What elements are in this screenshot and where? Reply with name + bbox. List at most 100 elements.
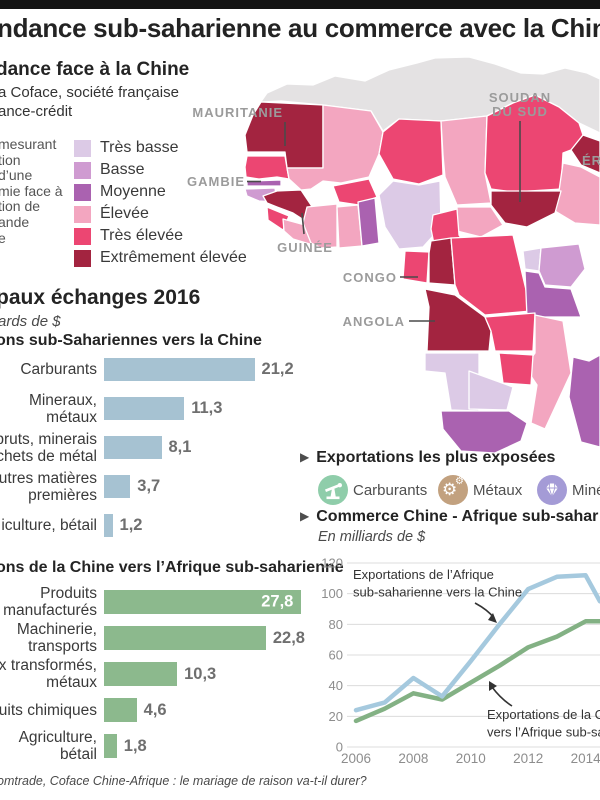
exposed-item-label: Carburants bbox=[353, 482, 428, 499]
legend-item-label: Élevée bbox=[100, 205, 149, 222]
bar-value-label: 8,1 bbox=[168, 438, 192, 456]
map-region-angola bbox=[424, 288, 492, 352]
map-region-zimbabwe bbox=[498, 352, 534, 386]
gear-glyph-small: ⚙ bbox=[455, 476, 464, 487]
triangle-bullet-icon: ▶ bbox=[300, 450, 310, 464]
bar bbox=[104, 358, 255, 381]
bar-category-label: Produits manufacturés bbox=[0, 585, 97, 619]
exchanges-unit: ards de $ bbox=[0, 313, 61, 330]
bar-value-label: 21,2 bbox=[261, 360, 294, 378]
bar-category-label: x transformés, métaux bbox=[0, 657, 97, 691]
legend-item: Très élevée bbox=[74, 225, 247, 247]
page-title: ndance sub-saharienne au commerce avec l… bbox=[0, 13, 600, 43]
bar bbox=[104, 436, 162, 459]
bar-value-label: 1,8 bbox=[123, 736, 147, 755]
bar-row: x transformés, métaux 10,3 bbox=[0, 656, 320, 692]
bar-category-label: Carburants bbox=[0, 361, 97, 378]
bar-category-label: iculture, bétail bbox=[0, 517, 97, 534]
bar-label-line: métaux bbox=[46, 674, 97, 691]
bar bbox=[104, 734, 117, 758]
legend-item: Élevée bbox=[74, 203, 247, 225]
annotation-arrowhead bbox=[489, 681, 497, 691]
bar-value-label: 27,8 bbox=[261, 592, 294, 611]
map-region-liberia bbox=[282, 218, 314, 246]
map-region-uganda bbox=[522, 247, 542, 272]
bar-row: Mineraux, métaux 11,3 bbox=[0, 389, 320, 428]
dependence-description: mesurant tion d’une mie face à tion de ande e bbox=[0, 136, 63, 246]
bar-value-label: 1,2 bbox=[119, 516, 143, 534]
exports-from-china-chart: Produits manufacturés 27,8 Machinerie, trans… bbox=[0, 584, 320, 764]
legend-item-label: Basse bbox=[100, 161, 145, 178]
trade-chart-heading-text: Commerce Chine - Afrique sub-sahar bbox=[316, 508, 599, 525]
map-region-madagascar bbox=[568, 354, 600, 448]
map-region-congo-rep bbox=[428, 237, 456, 286]
bar: 27,8 bbox=[104, 590, 302, 614]
top-black-bar bbox=[0, 0, 600, 9]
annotation-green-series: Exportations de la C bbox=[487, 707, 600, 722]
legend-color-swatch bbox=[74, 183, 91, 201]
map-country-label: MAURITANIE bbox=[192, 105, 283, 120]
dependence-source-line2: ance-crédit bbox=[0, 103, 73, 120]
bar-label-line: bétail bbox=[59, 746, 97, 763]
description-fragment: mie face à bbox=[0, 182, 63, 199]
bar-row: Machinerie, transports 22,8 bbox=[0, 620, 320, 656]
map-country-label: CONGO bbox=[343, 270, 397, 285]
map-region-zambia bbox=[484, 312, 536, 352]
dependence-color-legend: Très basse Basse Moyenne Élevée Très élevée E… bbox=[74, 137, 247, 269]
map-country-label: ANGOLA bbox=[343, 314, 405, 329]
annotation-blue-series: Exportations de l’Afrique bbox=[353, 567, 494, 582]
map-region-niger bbox=[378, 118, 444, 185]
gear-glyph: ⚙ bbox=[442, 480, 458, 499]
map-region-togo-benin bbox=[357, 197, 380, 247]
bar-value-label: 22,8 bbox=[272, 628, 305, 647]
annotation-arrow bbox=[491, 686, 513, 707]
bar-category-label: uits chimiques bbox=[0, 702, 97, 719]
description-fragment: e bbox=[0, 229, 6, 246]
legend-item-label: Très élevée bbox=[100, 227, 183, 244]
legend-item: Basse bbox=[74, 159, 247, 181]
bar-category-label: Mineraux, métaux bbox=[0, 392, 97, 426]
description-fragment: d’une bbox=[0, 167, 33, 184]
description-fragment: mesurant bbox=[0, 136, 57, 152]
bar-value-label: 4,6 bbox=[143, 700, 167, 719]
bar-label-line: manufacturés bbox=[3, 602, 97, 619]
bar-row: bruts, minerais chets de métal 8,1 bbox=[0, 428, 320, 467]
bar-label-line: iculture, bétail bbox=[1, 517, 97, 534]
bar-category-label: utres matières premières bbox=[0, 470, 97, 504]
x-tick-label: 2012 bbox=[513, 751, 543, 766]
bar-row: Carburants 21,2 bbox=[0, 350, 320, 389]
bar-row: Agriculture, bétail 1,8 bbox=[0, 728, 320, 764]
description-fragment: tion bbox=[0, 151, 21, 168]
bar-category-label: bruts, minerais chets de métal bbox=[0, 431, 97, 465]
bar-label-line: uits chimiques bbox=[0, 701, 97, 719]
annotation-blue-series: sub-saharienne vers la Chine bbox=[353, 585, 522, 600]
bar-category-label: Agriculture, bétail bbox=[0, 729, 97, 763]
x-tick-label: 2008 bbox=[398, 751, 428, 766]
exports-to-china-chart: Carburants 21,2 Mineraux, métaux 11,3 bruts, … bbox=[0, 350, 320, 545]
trade-line-chart: 0 20 40 60 80 100 120 2006 2008 2010 2012 2014 Expor… bbox=[321, 556, 600, 766]
y-tick-label: 80 bbox=[329, 617, 343, 632]
map-region-senegal bbox=[244, 155, 290, 180]
exposed-exports-heading-text: Exportations les plus exposées bbox=[316, 449, 556, 466]
legend-color-swatch bbox=[74, 249, 91, 267]
bar-row: Produits manufacturés 27,8 bbox=[0, 584, 320, 620]
description-fragment: tion de bbox=[0, 198, 41, 215]
legend-color-swatch bbox=[74, 205, 91, 223]
y-tick-label: 120 bbox=[321, 556, 343, 571]
bar-row: iculture, bétail 1,2 bbox=[0, 506, 320, 545]
bar-label-line: utres matières bbox=[0, 469, 97, 487]
legend-item: Moyenne bbox=[74, 181, 247, 203]
bar bbox=[104, 662, 178, 686]
map-region-gabon bbox=[402, 250, 430, 284]
exports-from-china-title: ons de la Chine vers l’Afrique sub-sahar… bbox=[0, 559, 344, 576]
x-tick-label: 2010 bbox=[456, 751, 486, 766]
dependence-heading: dance face à la Chine bbox=[0, 59, 190, 80]
map-label-pointer bbox=[301, 212, 305, 235]
bar bbox=[104, 397, 185, 420]
bar-category-label: Machinerie, transports bbox=[0, 621, 97, 655]
trade-chart-heading: ▶ Commerce Chine - Afrique sub-sahar bbox=[300, 508, 598, 526]
diamond-icon bbox=[537, 475, 567, 505]
map-region-namibia bbox=[424, 352, 480, 412]
triangle-bullet-icon: ▶ bbox=[300, 509, 310, 523]
